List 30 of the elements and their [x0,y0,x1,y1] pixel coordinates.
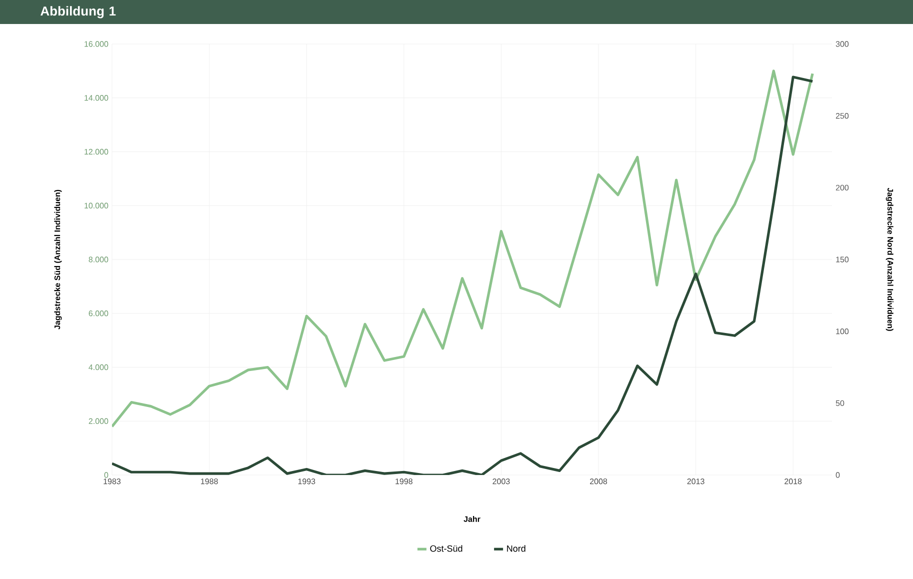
x-tick-label: 1983 [104,478,121,484]
chart-title: Abbildung 1 [40,6,116,18]
y2-tick-label: 50 [836,400,844,406]
y2-tick-label: 0 [836,472,840,478]
x-tick-label: 2013 [687,478,704,484]
y2-tick-label: 250 [836,113,849,119]
y2-tick-label: 200 [836,184,849,190]
y-tick-label: 10.000 [84,202,108,208]
legend-label: Nord [507,545,526,552]
y-tick-label: 14.000 [84,95,108,101]
y-tick-label: 6.000 [88,310,108,316]
x-tick-label: 1993 [298,478,316,484]
x-axis-title: Jahr [464,516,480,522]
x-tick-label: 2003 [492,478,510,484]
y-tick-label: 4.000 [88,364,108,370]
y-tick-label: 2.000 [88,418,108,424]
y2-tick-label: 150 [836,256,849,262]
legend-label: Ost-Süd [430,545,462,552]
y-tick-label: 8.000 [88,256,108,262]
y-axis-title: Jagdstrecke Süd (Anzahl Individuen) [54,190,62,330]
x-tick-label: 2018 [784,478,802,484]
y2-tick-label: 300 [836,41,849,47]
x-tick-label: 1988 [201,478,218,484]
y-tick-label: 16.000 [84,41,108,47]
y-tick-label: 0 [104,472,108,478]
y2-tick-label: 100 [836,328,849,334]
x-tick-label: 2008 [590,478,608,484]
x-tick-label: 1998 [396,478,412,484]
y-tick-label: 12.000 [84,148,108,155]
y2-axis-title: Jagdstrecke Nord (Anzahl Individuen) [886,188,894,331]
